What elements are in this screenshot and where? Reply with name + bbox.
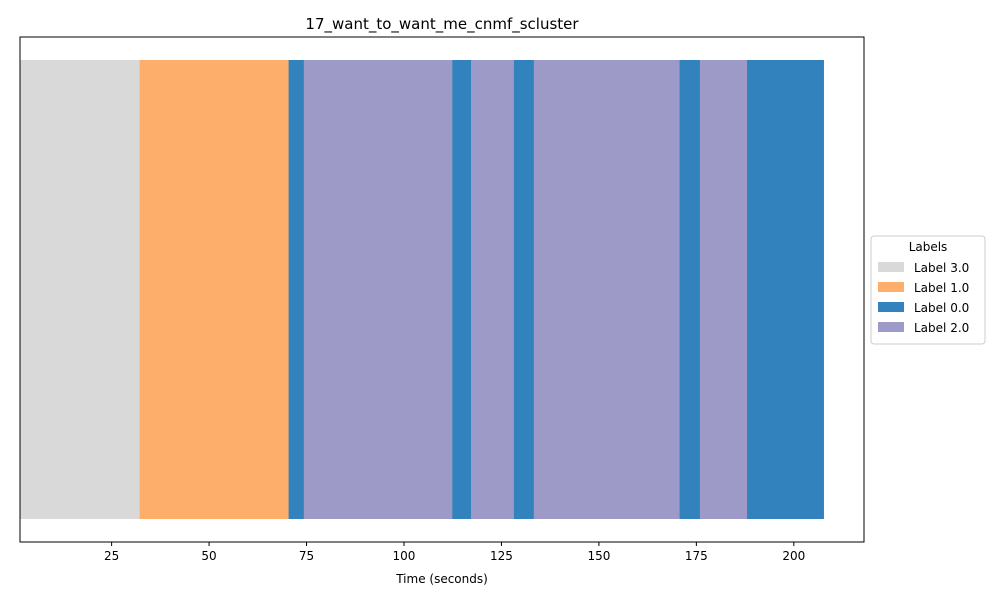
x-tick-label: 25 <box>104 549 119 563</box>
segments-group <box>20 60 824 519</box>
legend-label: Label 3.0 <box>914 261 969 275</box>
segment-9 <box>679 60 701 519</box>
legend-swatch <box>878 322 904 332</box>
legend-title: Labels <box>909 240 948 254</box>
plot-area-frame <box>19 36 865 543</box>
segment-3 <box>288 60 305 519</box>
segment-1 <box>20 60 141 519</box>
x-tick-label: 125 <box>490 549 513 563</box>
segment-6 <box>471 60 515 519</box>
segment-5 <box>452 60 472 519</box>
x-tick-label: 75 <box>299 549 314 563</box>
x-axis-ticks: 25 50 75 100 125 150 175 200 <box>104 542 805 563</box>
x-axis-title: Time (seconds) <box>395 572 488 586</box>
x-tick-label: 100 <box>393 549 416 563</box>
legend-swatch <box>878 302 904 312</box>
segment-10 <box>699 60 748 519</box>
x-tick-label: 200 <box>782 549 805 563</box>
x-tick-label: 175 <box>685 549 708 563</box>
x-tick-label: 50 <box>201 549 216 563</box>
segment-2 <box>139 60 290 519</box>
segment-8 <box>533 60 681 519</box>
legend-swatch <box>878 282 904 292</box>
legend-label: Label 0.0 <box>914 301 969 315</box>
legend-swatch <box>878 262 904 272</box>
legend-label: Label 2.0 <box>914 321 969 335</box>
segment-4 <box>303 60 453 519</box>
segment-7 <box>513 60 535 519</box>
chart-title: 17_want_to_want_me_cnmf_scluster <box>305 15 579 34</box>
legend-entries: Label 3.0 Label 1.0 Label 0.0 Label 2.0 <box>878 261 969 335</box>
segment-11 <box>747 60 824 519</box>
x-tick-label: 150 <box>587 549 610 563</box>
legend-label: Label 1.0 <box>914 281 969 295</box>
